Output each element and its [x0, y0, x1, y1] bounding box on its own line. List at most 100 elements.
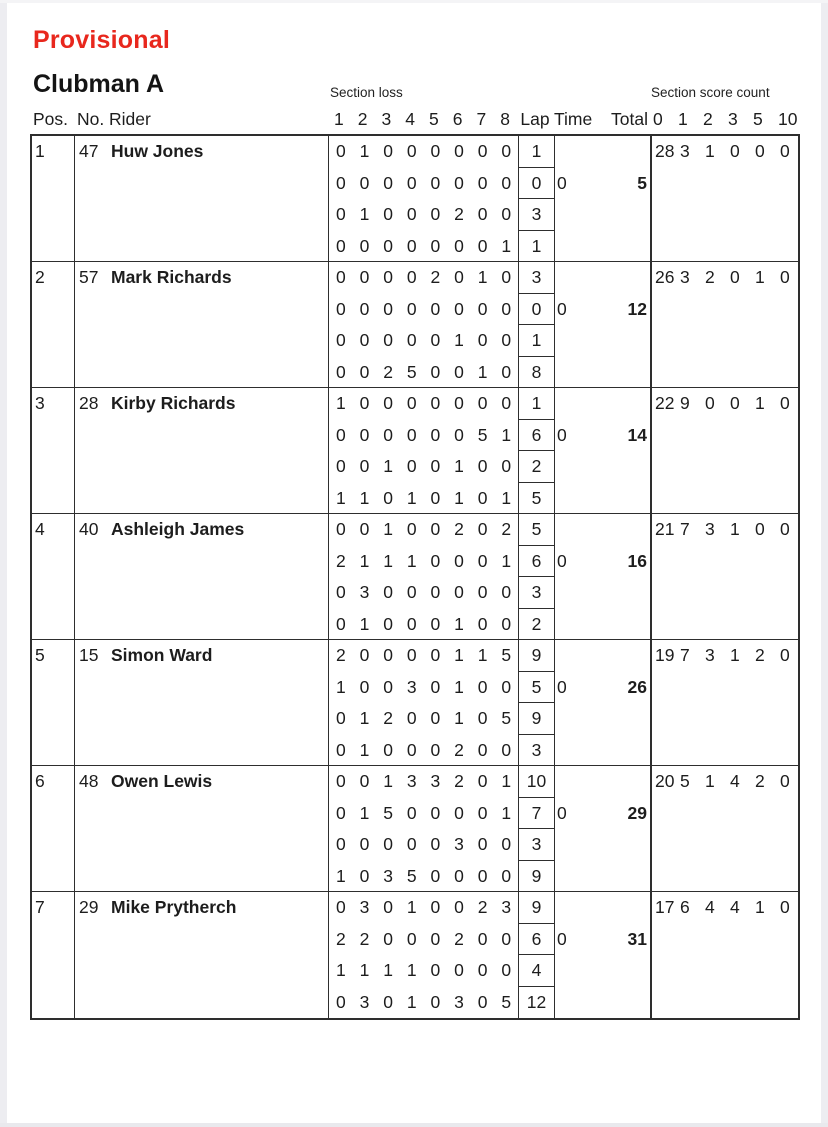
class-title: Clubman A: [33, 70, 165, 98]
section-score: 2: [454, 204, 464, 224]
section-score: 0: [430, 204, 441, 224]
section-score: 0: [406, 330, 417, 350]
col-header-section-7: 7: [476, 109, 487, 129]
section-score: 0: [430, 960, 441, 980]
section-score: 0: [454, 424, 464, 445]
section-score: 1: [335, 865, 346, 886]
score-count-value: 4: [705, 897, 715, 917]
position-value: 4: [35, 519, 45, 539]
score-count-line: 19 7 3 1 2 0: [652, 640, 802, 672]
section-score: 0: [406, 298, 417, 319]
section-score: 1: [454, 708, 464, 728]
section-score: 0: [335, 267, 346, 287]
lap-total: 1: [519, 388, 554, 420]
section-score: 3: [359, 897, 370, 917]
section-score: 5: [406, 361, 417, 382]
score-count-value: 0: [780, 771, 790, 791]
section-score: 1: [359, 550, 370, 571]
section-score: 0: [477, 834, 488, 854]
rider-cell: 57 Mark Richards: [75, 262, 329, 388]
score-count-value: 0: [730, 393, 740, 413]
section-score: 1: [454, 613, 464, 634]
section-score: 1: [406, 960, 417, 980]
section-score: 0: [430, 739, 441, 760]
section-score: 0: [477, 393, 488, 413]
section-score: 3: [454, 834, 464, 854]
score-count-value: 0: [755, 519, 765, 539]
section-score: 1: [383, 519, 393, 539]
section-score: 0: [335, 330, 346, 350]
section-score: 0: [406, 928, 417, 949]
section-score: 0: [501, 456, 512, 476]
section-score: 0: [454, 960, 464, 980]
section-score: 0: [359, 298, 370, 319]
section-score: 0: [477, 613, 488, 634]
time-total-cell: 0 14: [555, 388, 652, 514]
score-count-value: 0: [780, 897, 790, 917]
provisional-status: Provisional: [33, 26, 170, 54]
section-score: 5: [501, 708, 512, 728]
lap-total: 6: [519, 420, 554, 451]
lap-total: 2: [519, 451, 554, 483]
score-count-cell: 19 7 3 1 2 0: [652, 640, 802, 766]
section-score: 1: [406, 897, 417, 917]
score-count-line: 20 5 1 4 2 0: [652, 766, 802, 798]
position-value: 6: [35, 771, 45, 791]
section-score: 0: [406, 802, 417, 823]
position-value: 2: [35, 267, 45, 287]
section-score: 0: [430, 393, 441, 413]
section-score: 2: [359, 928, 370, 949]
section-score: 0: [335, 708, 346, 728]
section-score: 1: [406, 487, 417, 508]
section-score: 0: [477, 928, 488, 949]
lap-total: 3: [519, 829, 554, 861]
lap-total: 1: [519, 325, 554, 357]
section-score: 0: [477, 550, 488, 571]
section-score: 0: [454, 267, 464, 287]
score-count-value: 5: [680, 771, 690, 791]
section-score: 0: [383, 172, 393, 193]
section-score: 1: [335, 487, 346, 508]
position-cell: 5: [32, 640, 75, 766]
lap-total: 5: [519, 514, 554, 546]
section-score: 3: [454, 991, 464, 1012]
score-count-value: 0: [780, 645, 790, 665]
section-score: 0: [406, 456, 417, 476]
rider-row: 3 28 Kirby Richards 1 0 0 0 0 0 0 0 0 0 0 0 0 0 5 1 0 0 1 0 0 1 0…: [32, 388, 798, 514]
section-score: 0: [477, 204, 488, 224]
score-count-cell: 22 9 0 0 1 0: [652, 388, 802, 514]
lap-total: 10: [519, 766, 554, 798]
section-score: 0: [406, 172, 417, 193]
section-score: 1: [501, 550, 512, 571]
rider-row: 1 47 Huw Jones 0 1 0 0 0 0 0 0 0 0 0 0 0 0 0 0 0 1 0 0 0 2 0 0 0 0 0 0…: [32, 136, 798, 262]
section-score: 3: [359, 582, 370, 602]
section-score: 0: [383, 676, 393, 697]
col-header-pos: Pos.: [33, 109, 69, 129]
section-score: 0: [430, 676, 441, 697]
lap-total: 12: [526, 991, 547, 1012]
section-score: 0: [335, 172, 346, 193]
time-total-line: 0 29: [555, 798, 650, 830]
lap-total: 8: [531, 361, 542, 382]
section-score: 0: [335, 141, 346, 161]
rider-name: Simon Ward: [111, 645, 213, 665]
section-score: 0: [477, 456, 488, 476]
score-count-value: 1: [755, 267, 765, 287]
section-score: 0: [430, 928, 441, 949]
section-score: 0: [501, 330, 512, 350]
section-score: 0: [406, 424, 417, 445]
section-score: 0: [430, 802, 441, 823]
rider-number: 28: [79, 393, 99, 413]
section-score: 1: [501, 424, 512, 445]
section-score: 2: [430, 267, 441, 287]
section-score: 0: [454, 550, 464, 571]
total-value: 16: [627, 550, 647, 571]
